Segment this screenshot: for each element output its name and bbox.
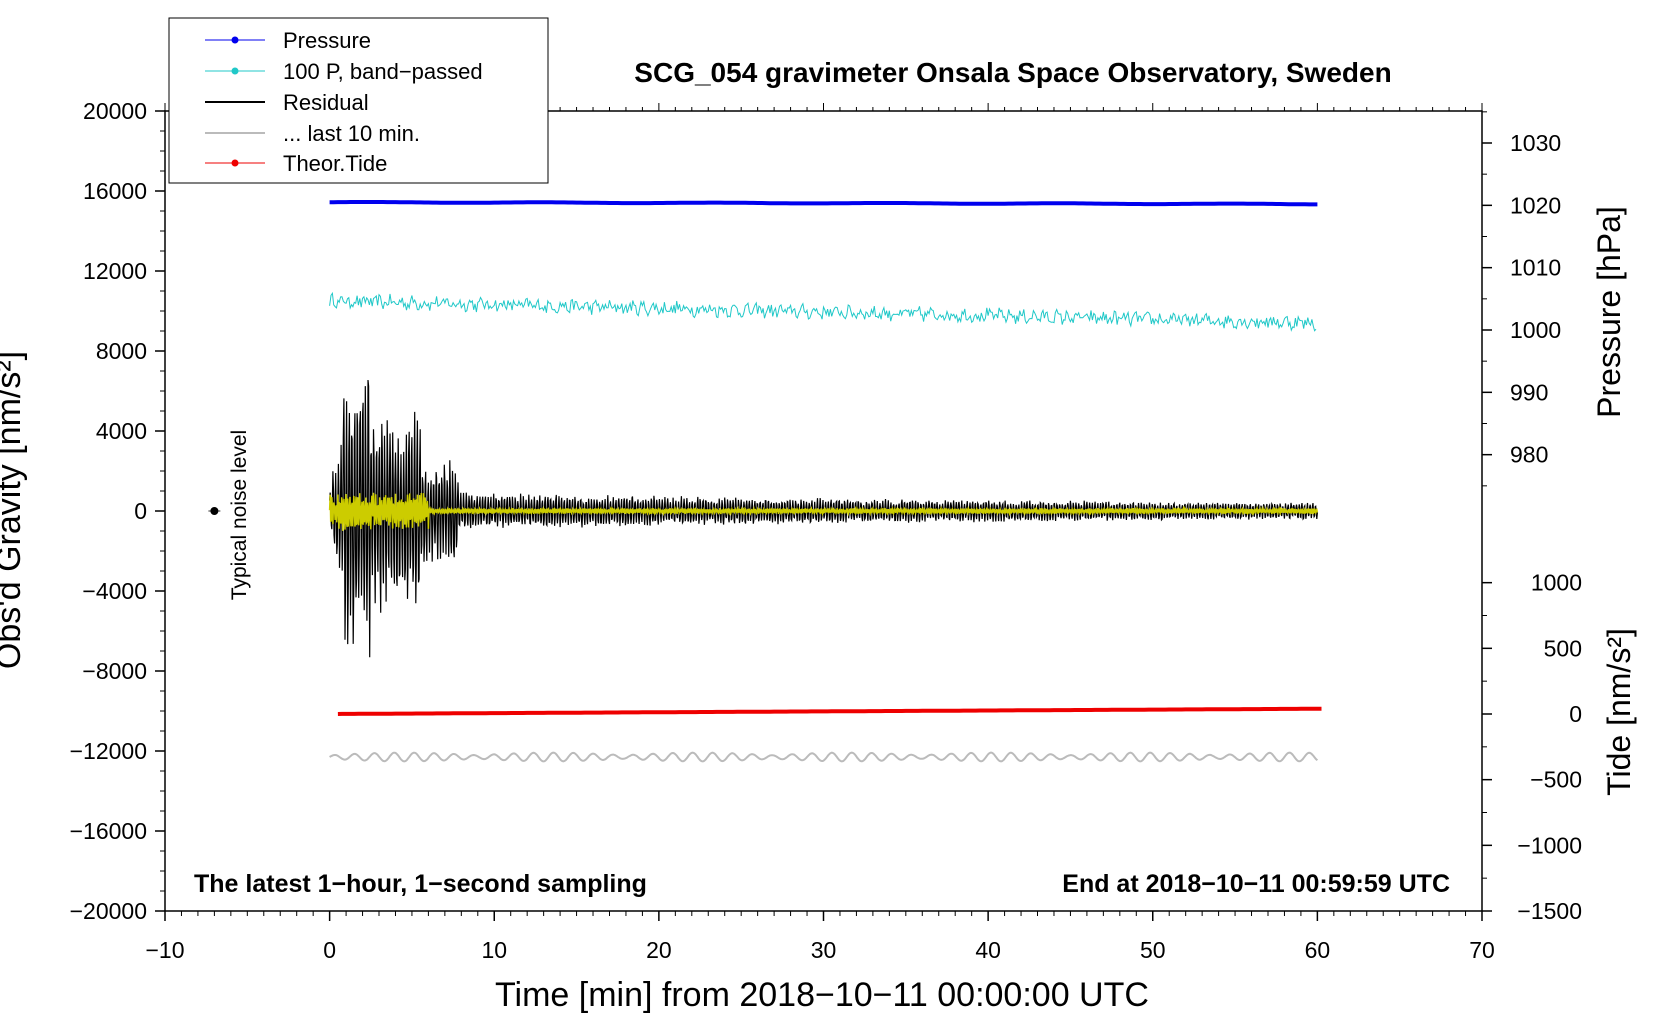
legend-label-residual: Residual <box>283 90 369 115</box>
tide-tick-label: 0 <box>1569 701 1582 727</box>
band-passed-series-line <box>329 291 1317 332</box>
x-tick-label: 50 <box>1140 937 1166 963</box>
x-tick-label: 60 <box>1305 937 1331 963</box>
y-tick-label: 20000 <box>83 98 147 124</box>
tide-tick-label: −500 <box>1530 767 1582 793</box>
pressure-tick-label: 1010 <box>1510 255 1561 281</box>
noise-level-point <box>210 507 219 515</box>
legend-item-last-10-min: ... last 10 min. <box>205 121 420 146</box>
pressure-tick-label: 1020 <box>1510 192 1561 218</box>
end-time-note: End at 2018−10−11 00:59:59 UTC <box>1062 870 1450 898</box>
x-tick-label: 70 <box>1469 937 1495 963</box>
y-axis-label-pressure: Pressure [hPa] <box>1591 206 1627 418</box>
y-tick-label: −12000 <box>70 738 147 764</box>
theor-tide-series-line <box>337 706 1322 716</box>
y-tick-label: −20000 <box>70 898 147 924</box>
y-tick-label: 8000 <box>96 338 147 364</box>
y-tick-label: −8000 <box>82 658 147 684</box>
legend-label-band-passed: 100 P, band−passed <box>283 59 483 84</box>
y-tick-label: 12000 <box>83 258 147 284</box>
tide-tick-label: −1000 <box>1517 832 1582 858</box>
pressure-tick-label: 1030 <box>1510 130 1561 156</box>
noise-level-annotation: Typical noise level <box>228 430 251 600</box>
sampling-note: The latest 1−hour, 1−second sampling <box>194 870 647 898</box>
legend-box <box>168 17 549 184</box>
last-10-min-series-line <box>329 751 1319 763</box>
tide-tick-label: 500 <box>1544 635 1582 661</box>
y-tick-label: −4000 <box>82 578 147 604</box>
pressure-tick-label: 1000 <box>1510 317 1561 343</box>
x-tick-label: 40 <box>975 937 1001 963</box>
pressure-series-line <box>329 200 1318 207</box>
legend-item-residual: Residual <box>205 90 369 115</box>
axis-ticks: −10 0 10 20 30 40 50 60 702000016000120008000400… <box>70 98 1582 963</box>
x-tick-label: 30 <box>811 937 837 963</box>
x-tick-label: 20 <box>646 937 672 963</box>
legend-label-pressure: Pressure <box>283 28 371 53</box>
x-tick-label: 10 <box>481 937 507 963</box>
y-axis-label-gravity: Obs'd Gravity [nm/s²] <box>0 351 28 669</box>
x-axis-label: Time [min] from 2018−10−11 00:00:00 UTC <box>495 976 1149 1014</box>
series-layer <box>208 200 1322 763</box>
chart-title: SCG_054 gravimeter Onsala Space Observat… <box>634 57 1391 88</box>
legend: Pressure 100 P, band−passed Residual ...… <box>168 17 549 184</box>
y-tick-label: 16000 <box>83 178 147 204</box>
legend-item-band-passed: 100 P, band−passed <box>205 59 483 84</box>
yellow-overlay-line <box>328 492 1319 531</box>
x-tick-label: 0 <box>323 937 336 963</box>
tide-tick-label: 1000 <box>1531 570 1582 596</box>
x-tick-label: −10 <box>145 937 184 963</box>
tide-tick-label: −1500 <box>1517 898 1582 924</box>
legend-item-theor-tide: Theor.Tide <box>205 151 387 176</box>
y-tick-label: 4000 <box>96 418 147 444</box>
y-axis-label-tide: Tide [nm/s²] <box>1601 628 1637 796</box>
legend-label-theor-tide: Theor.Tide <box>283 151 387 176</box>
pressure-tick-label: 980 <box>1510 442 1548 468</box>
pressure-tick-label: 990 <box>1510 379 1548 405</box>
legend-label-last-10-min: ... last 10 min. <box>283 121 420 146</box>
y-tick-label: 0 <box>134 498 147 524</box>
residual-series-line <box>329 379 1318 658</box>
legend-item-pressure: Pressure <box>205 28 371 53</box>
y-tick-label: −16000 <box>70 818 147 844</box>
